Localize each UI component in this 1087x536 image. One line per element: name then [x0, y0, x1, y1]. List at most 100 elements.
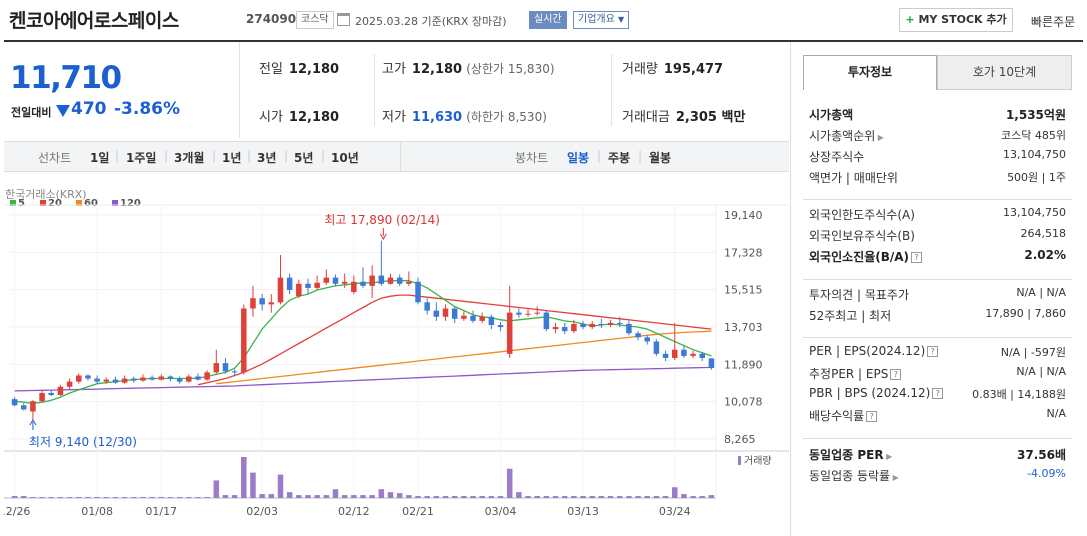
- ma60-line: [216, 330, 712, 385]
- volume-bar: [525, 496, 531, 498]
- arrow-right-icon: ▶: [883, 452, 893, 461]
- ma5-line: [14, 280, 712, 404]
- change-label: 전일대비: [11, 106, 52, 119]
- volume-value: 195,477: [663, 62, 724, 77]
- legend-ma5: 5: [10, 198, 25, 209]
- info-row: 액면가 | 매매단위 500원 | 1주: [809, 169, 1066, 186]
- info-row-label: 52주최고 | 최저: [809, 309, 892, 323]
- volume-bar: [589, 496, 595, 498]
- volume-bar: [424, 496, 430, 498]
- y-tick-label: 19,140: [724, 209, 763, 222]
- info-row-label: 투자의견 | 목표주가: [809, 288, 909, 302]
- info-row-value: 17,890 | 7,860: [985, 307, 1066, 320]
- company-name[interactable]: 켄코아에어로스페이스: [9, 10, 179, 32]
- tab-1y[interactable]: 1년: [222, 151, 242, 165]
- tab-order-book[interactable]: 호가 10단계: [937, 55, 1072, 90]
- info-row: 시가총액 1,535억원: [809, 106, 1066, 123]
- quick-order-link[interactable]: 빠른주문: [1031, 15, 1076, 29]
- info-row-label: 외국인보유주식수(B): [809, 229, 915, 243]
- tab-monthly[interactable]: 월봉: [649, 151, 672, 165]
- info-row-value: 500원 | 1주: [1007, 171, 1066, 184]
- info-row-value: N/A: [1046, 407, 1066, 420]
- tab-1d[interactable]: 1일: [90, 151, 110, 165]
- info-row-label[interactable]: 동일업종 PER: [809, 448, 884, 462]
- lower-limit: (하한가 8,530): [466, 110, 547, 124]
- help-icon[interactable]: ?: [927, 346, 939, 357]
- company-info-dropdown[interactable]: 기업개요 ▼: [573, 11, 630, 29]
- trade-amount: 거래대금 2,305 백만: [622, 106, 745, 125]
- tab-daily[interactable]: 일봉: [567, 151, 590, 165]
- down-triangle-icon: [56, 105, 70, 117]
- info-row-label: PBR | BPS (2024.12): [809, 386, 931, 400]
- candle-body: [571, 323, 577, 332]
- candle-body: [268, 302, 275, 305]
- candle-body: [461, 315, 467, 319]
- volume-bar: [158, 497, 165, 498]
- info-row-value: 0.83배 | 14,188원: [972, 388, 1066, 401]
- tab-1w[interactable]: 1주일: [126, 151, 157, 165]
- candle-chart-title: 봉차트: [515, 151, 549, 165]
- info-row-label[interactable]: 시가총액순위: [809, 129, 876, 143]
- stock-header: 켄코아에어로스페이스 274090 코스닥 2025.03.28 기준(KRX …: [0, 0, 1087, 40]
- panel-divider: [803, 337, 1072, 338]
- candle-body: [323, 277, 330, 283]
- candle-body: [653, 341, 660, 354]
- volume-bar: [76, 497, 82, 498]
- info-row: 시가총액순위 ▶ 코스닥 485위: [809, 127, 1066, 144]
- candle-body: [396, 277, 403, 284]
- candle-body: [21, 405, 27, 410]
- candle-body: [506, 312, 513, 354]
- candle-body: [607, 322, 614, 325]
- ma20-line: [197, 294, 712, 386]
- volume-bar: [506, 468, 513, 498]
- candle-body: [57, 386, 64, 396]
- candle-body: [241, 308, 247, 373]
- volume-bar: [360, 495, 366, 498]
- candle-body: [561, 327, 568, 332]
- candle-body: [213, 363, 220, 373]
- volume-bar: [396, 493, 403, 498]
- realtime-button[interactable]: 실시간: [529, 11, 567, 29]
- candle-body: [369, 275, 375, 286]
- info-row-value: N/A | N/A: [1016, 365, 1066, 378]
- tab-weekly[interactable]: 주봉: [608, 151, 631, 165]
- tab-3m[interactable]: 3개월: [174, 151, 205, 165]
- help-icon[interactable]: ?: [890, 369, 902, 380]
- ma120-swatch: [112, 200, 118, 206]
- volume-bar: [598, 496, 605, 498]
- tab-investment-info[interactable]: 투자정보: [803, 55, 937, 90]
- volume-bar: [470, 496, 476, 498]
- tab-10y[interactable]: 10년: [331, 151, 359, 165]
- stock-chart[interactable]: 한국거래소(KRX) 5 20 60 120 19,140 17,328 15,51…: [4, 172, 789, 536]
- prev-close-value: 12,180: [288, 62, 340, 77]
- help-icon[interactable]: ?: [932, 388, 944, 399]
- volume-bar: [250, 472, 256, 498]
- panel-divider: [803, 279, 1072, 280]
- info-row-label[interactable]: 동일업종 등락률: [809, 469, 891, 483]
- x-tick-label: 01/17: [145, 505, 177, 518]
- volume-bar: [607, 496, 614, 498]
- volume-bar: [369, 495, 375, 498]
- help-icon[interactable]: ?: [911, 252, 923, 263]
- tab-5y[interactable]: 5년: [294, 151, 314, 165]
- help-icon[interactable]: ?: [866, 411, 878, 422]
- volume-label: 거래량: [744, 455, 772, 467]
- volume-bar: [186, 497, 192, 498]
- plus-icon: +: [905, 13, 915, 26]
- volume-bar: [85, 497, 91, 498]
- candle-body: [708, 358, 715, 369]
- tab-3y[interactable]: 3년: [257, 151, 277, 165]
- volume-bar: [571, 496, 577, 498]
- candle-body: [351, 281, 357, 293]
- candle-body: [167, 376, 174, 379]
- x-tick-label: 03/04: [485, 505, 517, 518]
- current-price: 11,710: [10, 60, 122, 96]
- candle-body: [635, 333, 641, 338]
- candle-body: [516, 312, 522, 315]
- open-value: 12,180: [288, 110, 340, 125]
- mystock-add-button[interactable]: + MY STOCK 추가: [899, 8, 1013, 32]
- volume-bar: [580, 496, 586, 498]
- arrow-right-icon: ▶: [875, 133, 884, 142]
- candle-body: [470, 315, 476, 321]
- volume-bar: [415, 496, 421, 498]
